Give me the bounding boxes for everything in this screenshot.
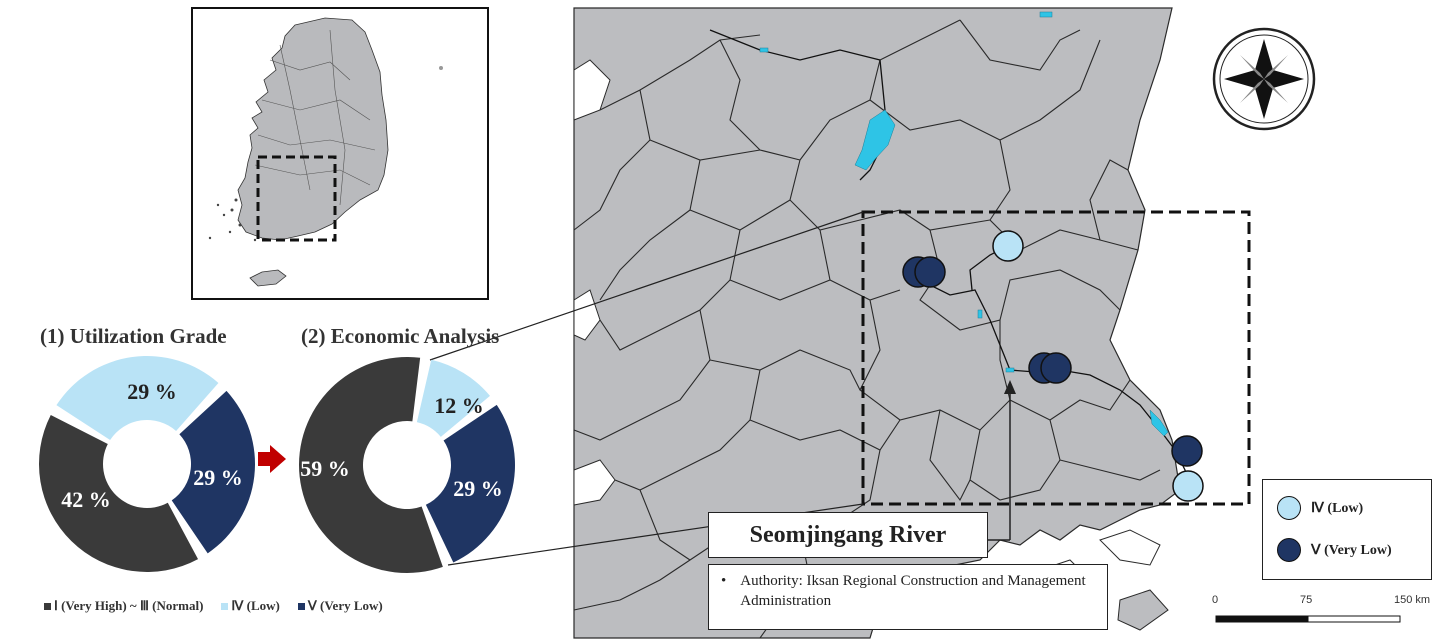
utilization-grade-donut [38,355,256,573]
grade-legend-low: Ⅳ (Low) [221,598,280,614]
grade-change-arrow-icon [258,445,286,473]
site-marker-low [1172,470,1204,502]
p2-very-low-label: 29 % [453,476,503,501]
site-marker-very-low [914,256,946,288]
donut-slice-high [38,414,199,573]
low-marker-icon [1277,496,1301,520]
scale-tick-0: 0 [1212,594,1219,606]
donut-slice-high [299,357,443,573]
main-map [573,7,1251,639]
authority-text: Authority: Iksan Regional Construction a… [740,573,1086,609]
scale-bar [1215,615,1401,623]
river-name: Seomjingang River [749,521,947,548]
economic-analysis-title: (2) Economic Analysis [301,324,500,348]
inset-jeju [249,269,287,287]
p1-very-low-label: 29 % [193,465,243,490]
very-low-marker-icon [1277,538,1301,562]
p1-low-label: 29 % [127,379,177,404]
donut-slice-very-low [425,404,516,563]
site-marker-very-low [1040,352,1072,384]
compass-rose-icon [1212,27,1316,131]
river-name-callout: Seomjingang River [708,512,988,558]
grade-legend-high: Ⅰ (Very High) ~ Ⅲ (Normal) [44,598,203,614]
inset-korea-peninsula [237,17,389,241]
site-marker-very-low [1171,435,1203,467]
map-legend: Ⅳ (Low) Ⅴ (Very Low) [1262,479,1432,580]
economic-analysis-donut [299,357,516,573]
donut-slice-very-low [171,390,256,554]
scale-tick-150: 150 km [1394,594,1431,606]
inset-study-area-box [256,155,337,242]
inset-map [191,7,489,300]
callout-arrow [985,380,1016,541]
p2-low-label: 12 % [434,393,484,418]
map-legend-very-low: Ⅴ (Very Low) [1277,538,1431,562]
grade-legend-very-low: Ⅴ (Very Low) [297,598,383,614]
site-markers [902,230,1204,502]
scale-tick-75: 75 [1300,594,1313,606]
utilization-grade-title: (1) Utilization Grade [40,324,227,348]
p2-high-label: 59 % [300,456,350,481]
map-legend-low: Ⅳ (Low) [1277,496,1431,520]
bullet-icon: • [721,573,727,589]
site-marker-low [992,230,1024,262]
donut-slice-low [416,359,490,437]
donut-slice-low [56,355,219,441]
grade-legend: Ⅰ (Very High) ~ Ⅲ (Normal) Ⅳ (Low) Ⅴ (Ve… [44,598,383,614]
p1-high-label: 42 % [61,487,111,512]
study-area-box [861,210,1251,506]
authority-box: • Authority: Iksan Regional Construction… [708,564,1108,630]
